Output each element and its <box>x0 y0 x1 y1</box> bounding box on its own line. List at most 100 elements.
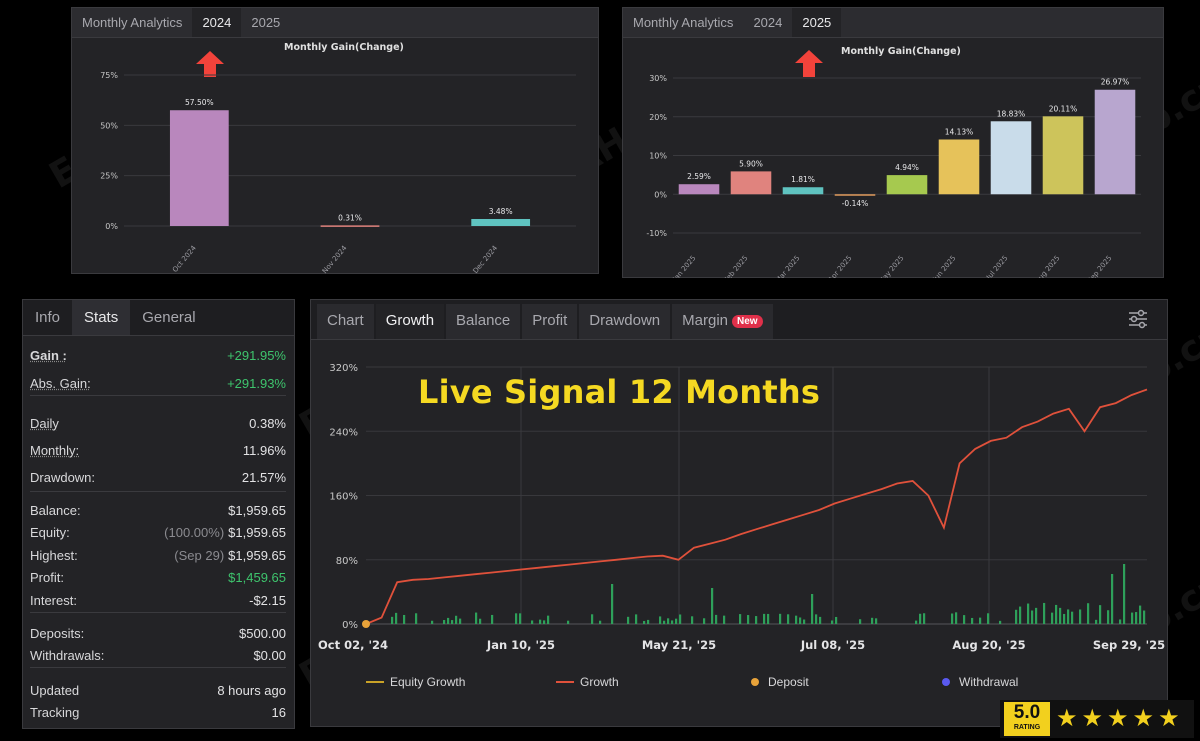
volume-bar <box>1063 613 1066 624</box>
y-tick-label: 0% <box>105 222 118 231</box>
chart-settings-icon[interactable] <box>1127 308 1149 330</box>
volume-bar <box>1035 607 1038 624</box>
y-tick-label: 80% <box>336 556 358 567</box>
volume-bar <box>1087 603 1090 624</box>
monthly-gain-chart-2025: -10% 0% 10% 20% 30% 2.59% Jan 2025 5.90% Feb 202… <box>646 74 1141 278</box>
stat-label: Deposits: <box>30 625 85 641</box>
x-tick-label: Oct 02, '24 <box>318 638 388 652</box>
stat-label[interactable]: Daily <box>30 416 59 431</box>
volume-bar <box>715 614 718 624</box>
data-label: 3.48% <box>489 207 513 216</box>
tab-2024[interactable]: 2024 <box>753 15 783 30</box>
bar <box>834 194 876 196</box>
chart-title: Monthly Gain(Change) <box>841 46 961 57</box>
bar <box>1094 89 1136 195</box>
stat-interest: Interest: -$2.15 <box>30 589 286 612</box>
legend-swatch <box>556 681 574 683</box>
volume-bar <box>803 619 806 624</box>
x-tick-label: Jan 2025 <box>671 254 698 278</box>
monthly-gain-chart-2024: 0% 25% 50% 75% 57.50% Oct 2024 0.31% Nov 2024 3.… <box>100 71 576 274</box>
volume-bar <box>395 612 398 624</box>
legend-growth[interactable]: Growth <box>556 675 619 689</box>
stats-balance-group: Balance: $1,959.65 Equity: (100.00%) $1,959… <box>30 499 286 613</box>
legend-deposit[interactable]: Deposit <box>751 675 809 689</box>
volume-bar <box>999 620 1002 624</box>
volume-bar <box>1027 603 1030 624</box>
volume-bar <box>691 616 694 624</box>
volume-bar <box>1031 610 1034 624</box>
stats-deposits-group: Deposits: $500.00 Withdrawals: $0.00 <box>30 622 286 668</box>
tab-2025[interactable]: 2025 <box>792 8 842 37</box>
x-tick-label: Mar 2025 <box>774 254 802 278</box>
volume-bar <box>963 615 966 624</box>
stats-gain-group: Gain : +291.95% Abs. Gain: +291.93% <box>30 344 286 396</box>
bar <box>169 110 229 226</box>
tab-stats[interactable]: Stats <box>72 300 131 335</box>
volume-bar <box>763 613 766 624</box>
volume-bar <box>1015 609 1018 624</box>
volume-bar <box>987 613 990 624</box>
volume-bar <box>443 620 446 624</box>
tab-2024[interactable]: 2024 <box>192 8 242 37</box>
volume-bar <box>667 618 670 624</box>
stat-label[interactable]: Gain : <box>30 347 67 363</box>
y-tick-label: 240% <box>329 427 358 438</box>
legend-swatch <box>942 678 950 686</box>
x-tick-label: May 2025 <box>877 254 905 278</box>
stat-label[interactable]: Monthly: <box>30 443 80 458</box>
volume-bar <box>1079 609 1082 624</box>
analytics-tabbar: Monthly Analytics 2024 2025 <box>623 8 1163 38</box>
tab-general[interactable]: General <box>142 309 196 326</box>
volume-bar <box>979 617 982 624</box>
x-tick-label: Nov 2024 <box>321 244 349 274</box>
volume-bar <box>635 614 638 624</box>
x-tick-label: Oct 2024 <box>171 244 198 274</box>
tab-drawdown[interactable]: Drawdown <box>579 304 671 339</box>
stat-value: $1,959.65 <box>228 547 286 563</box>
growth-chart-panel: Chart Growth Balance Profit Drawdown Mar… <box>310 299 1168 727</box>
volume-bar <box>1099 605 1102 624</box>
y-tick-label: 0% <box>654 190 667 199</box>
tab-growth[interactable]: Growth <box>375 304 445 339</box>
y-tick-label: 25% <box>100 172 118 181</box>
data-label: 4.94% <box>895 163 919 172</box>
x-tick-label: Dec 2024 <box>471 244 499 274</box>
tab-2025[interactable]: 2025 <box>251 15 281 30</box>
data-label: 1.81% <box>791 175 815 184</box>
stat-note: (Sep 29) <box>174 547 225 563</box>
tab-info[interactable]: Info <box>35 309 61 326</box>
data-label: -0.14% <box>842 199 869 208</box>
stat-gain: Gain : +291.95% <box>30 344 286 367</box>
volume-bar <box>599 620 602 624</box>
volume-bar <box>811 594 814 624</box>
bar <box>938 139 980 195</box>
legend-equity-growth[interactable]: Equity Growth <box>366 675 465 689</box>
tab-chart[interactable]: Chart <box>317 304 374 339</box>
volume-bar <box>591 614 594 624</box>
stat-deposits: Deposits: $500.00 <box>30 622 286 645</box>
stat-daily: Daily 0.38% <box>30 410 286 437</box>
stat-highest: Highest: (Sep 29) $1,959.65 <box>30 544 286 567</box>
up-arrow-icon <box>795 50 823 77</box>
legend-withdrawal[interactable]: Withdrawal <box>942 675 1018 689</box>
stat-value: $1,459.65 <box>228 570 286 586</box>
x-tick-label: Jan 10, '25 <box>486 638 555 652</box>
tab-profit[interactable]: Profit <box>522 304 578 339</box>
star-icon: ★ <box>1081 705 1104 732</box>
volume-bar <box>723 615 726 624</box>
volume-bar <box>475 612 478 624</box>
tab-margin[interactable]: Margin New <box>672 304 773 339</box>
stat-value: $1,959.65 <box>228 525 286 541</box>
volume-bar <box>479 618 482 624</box>
stat-label: Profit: <box>30 570 64 586</box>
volume-bar <box>539 619 542 624</box>
bar <box>782 187 824 195</box>
volume-bar <box>391 616 394 624</box>
data-label: 5.90% <box>739 159 763 168</box>
legend-swatch <box>366 681 384 683</box>
tab-balance[interactable]: Balance <box>446 304 521 339</box>
growth-chart: 0% 80% 160% 240% 320% Oct 02, '24 Jan 10, '25 M… <box>318 363 1165 652</box>
bar <box>1042 116 1084 195</box>
stat-label[interactable]: Abs. Gain: <box>30 376 91 392</box>
chart-title: Monthly Gain(Change) <box>284 42 404 53</box>
